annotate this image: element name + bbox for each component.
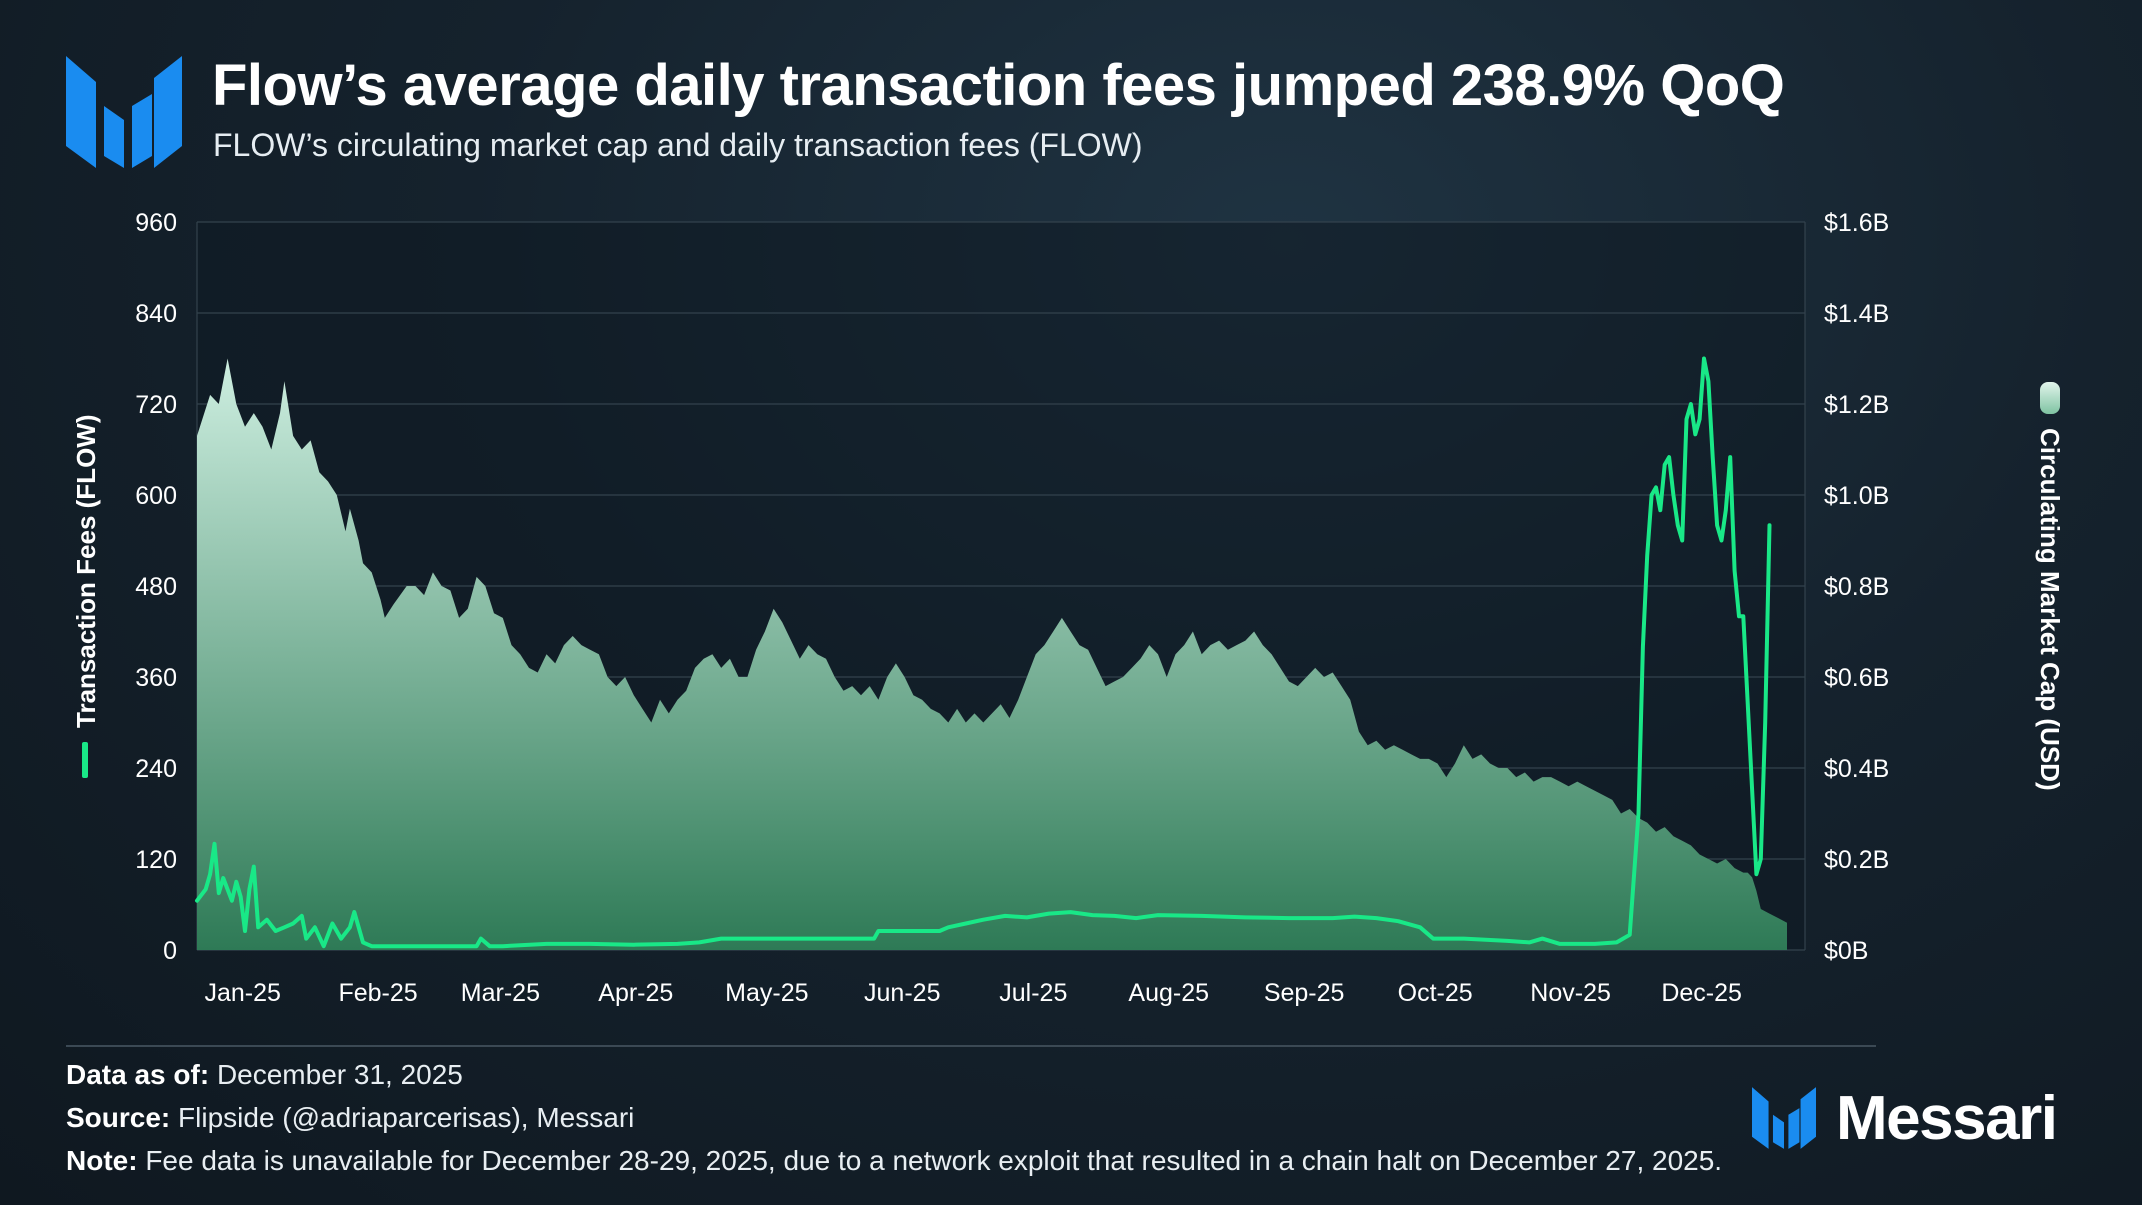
data-as-of: Data as of: December 31, 2025 [66, 1059, 463, 1091]
chart: 960 840 720 600 480 360 240 120 0 $1.6B $1.4B $1.2… [71, 209, 2065, 1007]
y-left-tick-label: 360 [135, 664, 177, 692]
x-tick-label: Dec-25 [1661, 979, 1742, 1007]
y-right-tick-label: $0.4B [1824, 755, 1889, 783]
y-right-tick-label: $0.8B [1824, 573, 1889, 601]
y-right-tick-label: $1.0B [1824, 482, 1889, 510]
note-value: Fee data is unavailable for December 28-… [145, 1145, 1723, 1176]
y-left-tick-label: 840 [135, 300, 177, 328]
source-label: Source: [66, 1102, 171, 1133]
x-tick-label: Mar-25 [461, 979, 540, 1007]
transaction-fees-line [195, 356, 1772, 949]
y-left-tick-label: 0 [163, 937, 177, 965]
y-right-tick-label: $0.2B [1824, 846, 1889, 874]
y-left-axis-label: Transaction Fees (FLOW) [71, 415, 101, 729]
x-tick-label: Jun-25 [864, 979, 940, 1007]
data-as-of-value: December 31, 2025 [216, 1059, 463, 1090]
y-right-tick-label: $1.2B [1824, 391, 1889, 419]
y-right-tick-label: $1.6B [1824, 209, 1889, 237]
x-tick-label: Sep-25 [1264, 979, 1345, 1007]
y-left-tick-label: 120 [135, 846, 177, 874]
brand-wordmark: Messari [1836, 1083, 2058, 1153]
brand-logo: Messari [1752, 1084, 2058, 1153]
y-right-tick-label: $0.6B [1824, 664, 1889, 692]
y-left-tick-label: 960 [135, 209, 177, 237]
x-tick-label: Jan-25 [204, 979, 280, 1007]
y-left-tick-label: 240 [135, 755, 177, 783]
area-legend-icon [2040, 382, 2060, 414]
footer-divider [66, 1045, 1876, 1047]
messari-logo-icon [66, 56, 182, 168]
y-left-tick-label: 600 [135, 482, 177, 510]
x-tick-label: Jul-25 [999, 979, 1067, 1007]
x-tick-label: Feb-25 [338, 979, 417, 1007]
data-as-of-label: Data as of: [66, 1059, 210, 1090]
x-tick-label: May-25 [725, 979, 808, 1007]
page-subtitle: FLOW’s circulating market cap and daily … [213, 127, 1143, 163]
market-cap-area [197, 358, 1787, 950]
y-left-tick-label: 720 [135, 391, 177, 419]
page-title: Flow’s average daily transaction fees ju… [212, 53, 1785, 118]
y-right-axis-label: Circulating Market Cap (USD) [2035, 428, 2065, 791]
x-tick-label: Aug-25 [1128, 979, 1209, 1007]
note-line: Note: Fee data is unavailable for Decemb… [66, 1145, 1722, 1177]
x-tick-label: Apr-25 [598, 979, 673, 1007]
y-left-tick-label: 480 [135, 573, 177, 601]
messari-brand-icon [1752, 1087, 1816, 1149]
line-legend-icon [82, 742, 88, 778]
x-tick-label: Oct-25 [1398, 979, 1473, 1007]
x-tick-label: Nov-25 [1530, 979, 1611, 1007]
y-right-tick-label: $0B [1824, 937, 1868, 965]
source-line: Source: Flipside (@adriaparcerisas), Mes… [66, 1102, 634, 1134]
source-value: Flipside (@adriaparcerisas), Messari [178, 1102, 635, 1133]
y-right-tick-label: $1.4B [1824, 300, 1889, 328]
note-label: Note: [66, 1145, 138, 1176]
